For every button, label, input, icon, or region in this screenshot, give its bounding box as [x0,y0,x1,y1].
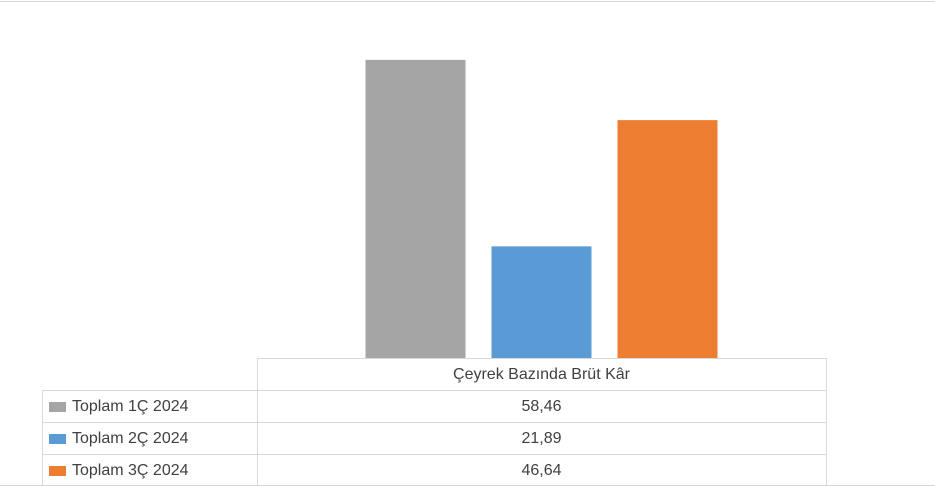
bar [365,59,466,358]
legend-key [49,402,66,412]
legend-label: Toplam 1Ç 2024 [72,398,189,415]
category-label: Çeyrek Bazında Brüt Kâr [453,366,631,383]
bar [491,246,592,358]
data-table-value: 58,46 [521,398,561,415]
data-table-value: 21,89 [521,430,561,447]
legend-key [49,466,66,476]
bar [617,120,718,358]
legend-label: Toplam 2Ç 2024 [72,430,189,447]
data-table-value: 46,64 [521,462,561,479]
legend-key [49,434,66,444]
legend-label: Toplam 3Ç 2024 [72,462,189,479]
